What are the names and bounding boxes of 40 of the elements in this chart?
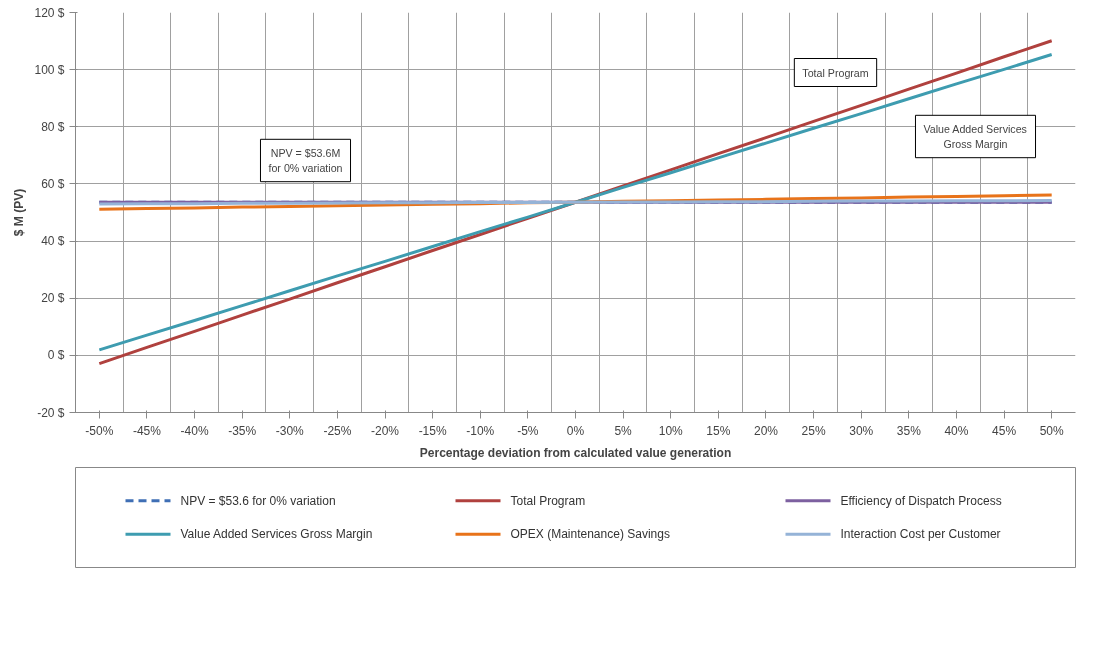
- y-axis-title: $ M (PV): [12, 188, 27, 237]
- y-tick-label: 80 $: [41, 119, 65, 134]
- x-tick-label: 25%: [801, 423, 826, 438]
- x-tick-label: 10%: [658, 423, 684, 438]
- x-tick-label: -25%: [323, 423, 352, 438]
- legend-label: OPEX (Maintenance) Savings: [510, 527, 670, 542]
- x-tick-label: -15%: [418, 423, 447, 438]
- legend-label: NPV = $53.6 for 0% variation: [180, 493, 336, 508]
- x-tick-label: -10%: [466, 423, 495, 438]
- legend-label: Efficiency of Dispatch Process: [840, 493, 1002, 508]
- annotation: Total Program: [802, 66, 869, 79]
- y-tick-label: 60 $: [41, 176, 65, 191]
- y-tick-label: 120 $: [34, 5, 65, 20]
- x-tick-label: 15%: [706, 423, 731, 438]
- y-tick-label: 100 $: [34, 62, 65, 77]
- y-tick-label: 20 $: [41, 291, 65, 306]
- y-tick-label: 40 $: [41, 234, 65, 249]
- y-tick-label: -20 $: [37, 405, 65, 420]
- x-tick-label: -30%: [275, 423, 305, 438]
- x-tick-label: 35%: [896, 423, 922, 438]
- x-tick-label: 0%: [566, 423, 585, 438]
- x-axis-title: Percentage deviation from calculated value generation: [419, 445, 732, 460]
- x-tick-label: 45%: [992, 423, 1017, 438]
- annotation: Value Added Services Gross Margin: [923, 123, 1027, 150]
- x-tick-label: -5%: [517, 423, 539, 438]
- x-tick-label: -35%: [228, 423, 257, 438]
- x-tick-label: 40%: [944, 423, 969, 438]
- legend-label: Value Added Services Gross Margin: [180, 527, 373, 542]
- x-tick-label: 50%: [1039, 423, 1065, 438]
- x-tick-label: -40%: [180, 423, 209, 438]
- y-tick-label: 0 $: [47, 348, 65, 363]
- x-tick-label: 30%: [849, 423, 874, 438]
- legend-label: Interaction Cost per Customer: [840, 527, 1001, 542]
- x-tick-label: 5%: [614, 423, 633, 438]
- x-tick-label: 20%: [753, 423, 779, 438]
- x-tick-label: -50%: [85, 423, 114, 438]
- x-tick-label: -20%: [371, 423, 400, 438]
- legend-label: Total Program: [510, 493, 586, 508]
- annotation: NPV = $53.6M for 0% variation: [268, 147, 343, 174]
- x-tick-label: -45%: [132, 423, 162, 438]
